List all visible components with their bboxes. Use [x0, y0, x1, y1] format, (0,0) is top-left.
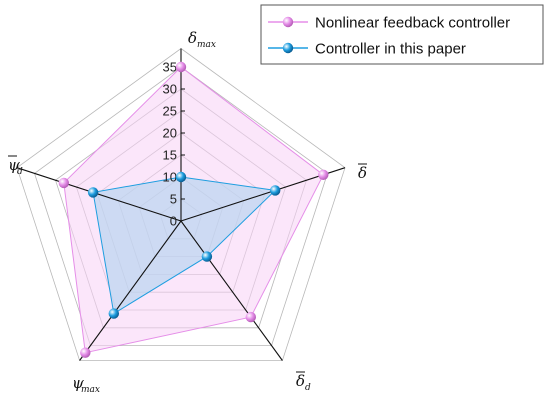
radar-points: [58, 61, 329, 358]
axis-label-symbol: δ: [188, 29, 197, 47]
tick-label: 30: [163, 82, 177, 97]
axis-label-delta-bar: δ: [358, 163, 367, 182]
radar-series: [63, 66, 324, 354]
axis-label-subscript: d: [305, 383, 311, 393]
series-1-point: [318, 169, 329, 180]
legend-marker: [282, 16, 294, 28]
legend-marker: [282, 42, 294, 54]
series-2-point: [201, 251, 213, 262]
legend-entry-1: Nonlinear feedback controller: [268, 15, 510, 32]
series-1-point: [58, 177, 69, 189]
tick-label: 15: [163, 148, 177, 163]
legend: Nonlinear feedback controller Controller …: [260, 4, 544, 65]
series-2-point: [270, 185, 281, 196]
tick-label: 20: [163, 126, 177, 141]
axis-label-psi-d-bar: ψd: [8, 155, 23, 177]
legend-label: Nonlinear feedback controller: [315, 15, 510, 32]
legend-label: Controller in this paper: [315, 41, 466, 58]
tick-label: 5: [170, 192, 177, 207]
radar-axes: [16, 48, 346, 361]
axis-line-psi-max: [79, 220, 182, 361]
axis-label-symbol: ψ: [72, 374, 84, 392]
axis-line-delta-bar: [180, 167, 346, 222]
tick-label: 25: [163, 104, 177, 119]
series-1-point: [245, 311, 256, 323]
grid-ring: [34, 66, 328, 347]
series-2-point: [175, 171, 187, 183]
tick-label: 10: [163, 170, 177, 185]
axis-label-symbol: δ: [358, 164, 367, 182]
series-1-point: [175, 61, 187, 73]
tick-label: 0: [170, 214, 177, 229]
series-2-point: [108, 308, 120, 319]
grid-ring: [16, 48, 346, 361]
axis-label-subscript: max: [197, 40, 216, 50]
axis-line-psi-d-bar: [16, 167, 182, 222]
radial-tick-labels: 0 5 10 15 20 25 30 35: [163, 60, 177, 229]
axis-label-symbol: δ: [296, 372, 305, 390]
legend-box: [260, 4, 544, 65]
axis-line-delta-d-bar: [180, 220, 283, 361]
axis-label-subscript: max: [81, 385, 100, 395]
tick-label: 35: [163, 60, 177, 75]
axis-label-delta-max: δ max: [188, 29, 216, 50]
legend-entry-2: Controller in this paper: [268, 41, 466, 58]
series-1-point: [80, 347, 91, 358]
series-2-point: [87, 187, 99, 198]
axis-label-subscript: d: [17, 167, 23, 177]
axis-label-symbol: ψ: [8, 156, 20, 174]
